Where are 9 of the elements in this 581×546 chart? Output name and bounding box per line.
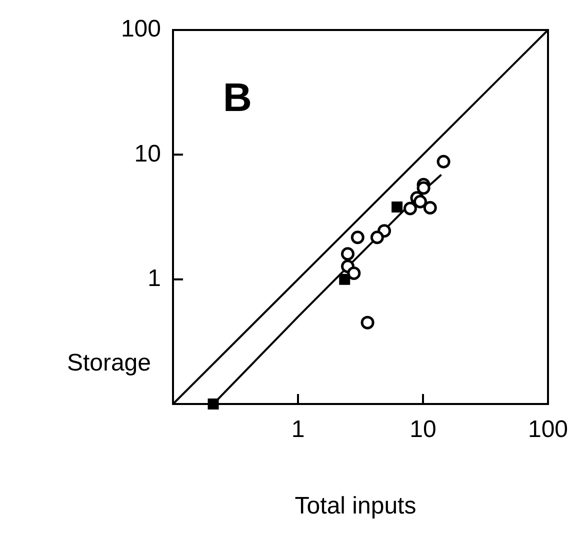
y-tick-label: 1 <box>148 264 161 292</box>
x-tick-label: 100 <box>528 416 568 444</box>
y-axis-title: Storage <box>66 350 151 377</box>
y-tick-label: 10 <box>134 140 161 168</box>
x-axis-title: Total inputs <box>294 492 416 520</box>
x-tick-label: 10 <box>410 416 436 444</box>
annotation: B <box>223 76 252 120</box>
y-tick-label: 100 <box>120 16 161 43</box>
x-tick-label: 1 <box>291 416 305 444</box>
